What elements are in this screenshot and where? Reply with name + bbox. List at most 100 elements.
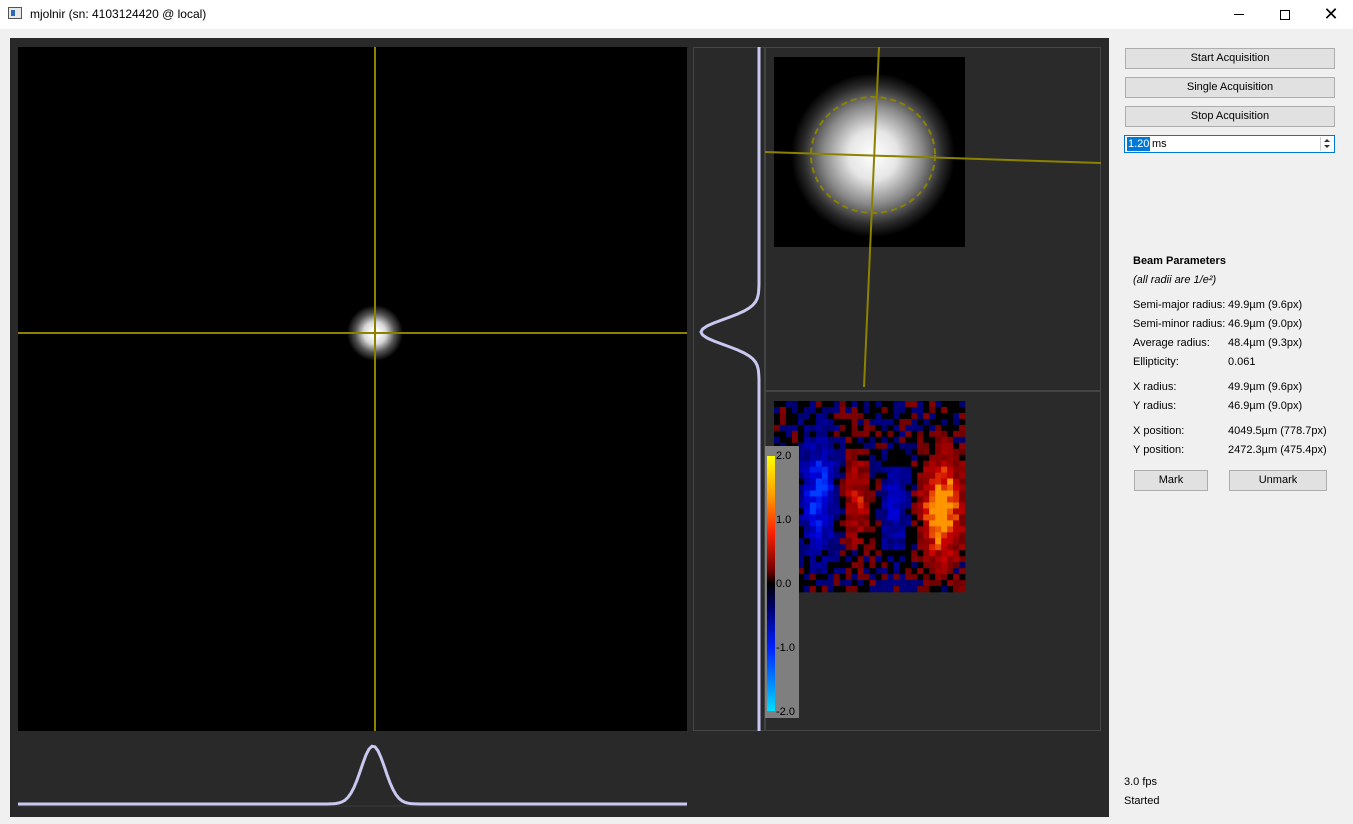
residual-pixel <box>803 514 811 521</box>
residual-pixel <box>881 550 888 557</box>
residual-pixel <box>917 544 924 551</box>
residual-pixel <box>935 514 942 521</box>
residual-pixel <box>845 550 852 557</box>
residual-pixel <box>851 460 858 467</box>
residual-pixel <box>911 406 918 414</box>
residual-pixel <box>875 538 882 545</box>
residual-pixel <box>839 448 846 456</box>
residual-pixel <box>863 496 870 503</box>
residual-pixel <box>851 436 858 444</box>
residual-pixel <box>863 472 870 479</box>
vertical-profile-plot <box>693 47 765 731</box>
residual-pixel <box>917 448 924 456</box>
zoom-view[interactable] <box>765 47 1101 391</box>
residual-pixel <box>833 484 840 491</box>
residual-pixel <box>917 538 924 545</box>
residual-pixel <box>857 586 864 593</box>
residual-pixel <box>905 586 912 593</box>
residual-pixel <box>959 562 966 569</box>
residual-pixel <box>869 442 876 450</box>
exposure-spinbox[interactable]: 1.20 ms <box>1124 135 1335 153</box>
residual-pixel <box>809 580 817 587</box>
residual-pixel <box>779 430 787 438</box>
residual-pixel <box>941 466 948 473</box>
camera-image[interactable] <box>18 47 687 731</box>
residual-pixel <box>845 490 852 497</box>
residual-pixel <box>911 484 918 491</box>
residual-pixel <box>815 430 823 438</box>
residual-pixel <box>845 562 852 569</box>
residual-pixel <box>893 436 900 444</box>
residual-pixel <box>803 436 811 444</box>
residual-pixel <box>893 586 900 593</box>
maximize-button[interactable] <box>1262 0 1308 29</box>
residual-pixel <box>953 454 960 461</box>
residual-view[interactable]: 2.0 1.0 0.0 -1.0 -2.0 <box>765 391 1101 731</box>
residual-pixel <box>911 418 918 426</box>
residual-pixel <box>959 406 966 414</box>
residual-pixel <box>905 430 912 438</box>
residual-pixel <box>887 514 894 521</box>
residual-pixel <box>899 508 906 515</box>
residual-pixel <box>833 430 840 438</box>
residual-pixel <box>887 532 894 539</box>
residual-pixel <box>845 496 852 503</box>
minimize-button[interactable] <box>1216 0 1262 29</box>
residual-pixel <box>881 574 888 581</box>
residual-pixel <box>941 460 948 467</box>
param-label: Y position: <box>1133 444 1185 456</box>
residual-pixel <box>797 430 805 438</box>
start-acquisition-button[interactable]: Start Acquisition <box>1125 48 1335 69</box>
residual-pixel <box>947 580 954 587</box>
exposure-value[interactable]: 1.20 <box>1127 137 1151 151</box>
residual-pixel <box>809 454 817 461</box>
residual-pixel <box>887 466 894 473</box>
exposure-stepper[interactable] <box>1320 137 1333 151</box>
param-value: 46.9µm (9.0px) <box>1228 318 1303 330</box>
residual-pixel <box>959 532 966 539</box>
mark-button[interactable]: Mark <box>1134 470 1208 491</box>
residual-pixel <box>875 424 882 432</box>
residual-pixel <box>887 401 894 408</box>
stop-acquisition-button[interactable]: Stop Acquisition <box>1125 106 1335 127</box>
residual-pixel <box>851 418 858 426</box>
param-value: 4049.5µm (778.7px) <box>1228 425 1327 437</box>
residual-pixel <box>851 466 858 473</box>
residual-pixel <box>935 532 942 539</box>
residual-pixel <box>881 508 888 515</box>
residual-pixel <box>839 484 846 491</box>
residual-pixel <box>875 514 882 521</box>
residual-pixel <box>785 436 793 444</box>
residual-pixel <box>875 568 882 575</box>
residual-pixel <box>881 580 888 587</box>
residual-pixel <box>959 568 966 575</box>
residual-pixel <box>821 586 829 593</box>
residual-pixel <box>821 448 829 456</box>
residual-pixel <box>851 424 858 432</box>
residual-pixel <box>851 514 858 521</box>
residual-pixel <box>947 508 954 515</box>
unmark-button[interactable]: Unmark <box>1229 470 1327 491</box>
residual-pixel <box>947 401 954 408</box>
residual-pixel <box>899 484 906 491</box>
residual-pixel <box>953 406 960 414</box>
residual-pixel <box>803 562 811 569</box>
residual-pixel <box>887 406 894 414</box>
residual-pixel <box>851 544 858 551</box>
spin-down-icon[interactable] <box>1324 145 1330 148</box>
residual-pixel <box>851 508 858 515</box>
close-button[interactable]: ✕ <box>1308 0 1353 29</box>
residual-pixel <box>869 412 876 420</box>
spin-up-icon[interactable] <box>1324 139 1330 142</box>
residual-pixel <box>869 568 876 575</box>
single-acquisition-button[interactable]: Single Acquisition <box>1125 77 1335 98</box>
param-label: Ellipticity: <box>1133 356 1179 368</box>
residual-pixel <box>875 574 882 581</box>
residual-pixel <box>863 436 870 444</box>
residual-pixel <box>917 532 924 539</box>
residual-pixel <box>905 550 912 557</box>
residual-pixel <box>899 568 906 575</box>
residual-pixel <box>839 478 846 485</box>
residual-pixel <box>893 412 900 420</box>
residual-pixel <box>857 514 864 521</box>
